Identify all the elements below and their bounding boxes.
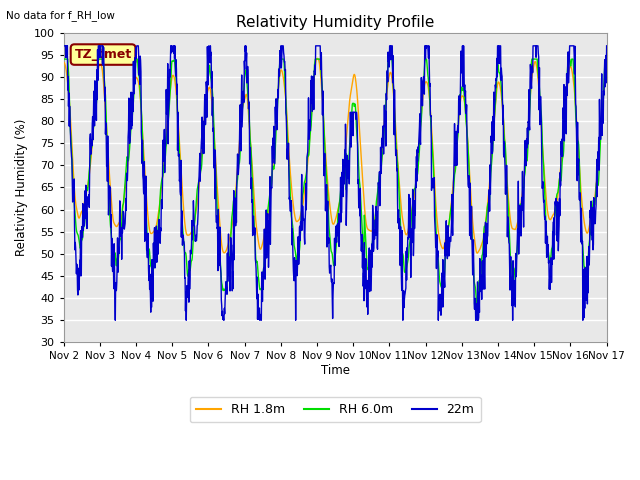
- X-axis label: Time: Time: [321, 364, 349, 377]
- Y-axis label: Relativity Humidity (%): Relativity Humidity (%): [15, 119, 28, 256]
- Text: TZ_tmet: TZ_tmet: [74, 48, 132, 61]
- Legend: RH 1.8m, RH 6.0m, 22m: RH 1.8m, RH 6.0m, 22m: [189, 396, 481, 422]
- Title: Relativity Humidity Profile: Relativity Humidity Profile: [236, 15, 435, 30]
- Text: No data for f_RH_low: No data for f_RH_low: [6, 10, 115, 21]
